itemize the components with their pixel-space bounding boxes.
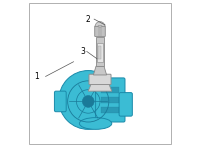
FancyBboxPatch shape (95, 26, 105, 36)
Text: 3: 3 (80, 47, 85, 56)
Polygon shape (93, 66, 107, 75)
Ellipse shape (79, 118, 112, 129)
FancyBboxPatch shape (119, 93, 132, 116)
FancyBboxPatch shape (101, 107, 119, 113)
FancyBboxPatch shape (101, 87, 119, 93)
Text: 1: 1 (34, 72, 39, 81)
FancyBboxPatch shape (97, 43, 103, 62)
FancyBboxPatch shape (96, 78, 125, 122)
FancyBboxPatch shape (54, 91, 66, 112)
FancyBboxPatch shape (89, 74, 111, 85)
Circle shape (82, 96, 94, 107)
FancyBboxPatch shape (101, 97, 119, 103)
Text: 2: 2 (86, 15, 91, 24)
Wedge shape (95, 22, 105, 26)
Polygon shape (88, 84, 112, 91)
FancyBboxPatch shape (96, 37, 104, 66)
Ellipse shape (98, 25, 102, 27)
Circle shape (59, 71, 118, 129)
FancyBboxPatch shape (98, 46, 101, 59)
